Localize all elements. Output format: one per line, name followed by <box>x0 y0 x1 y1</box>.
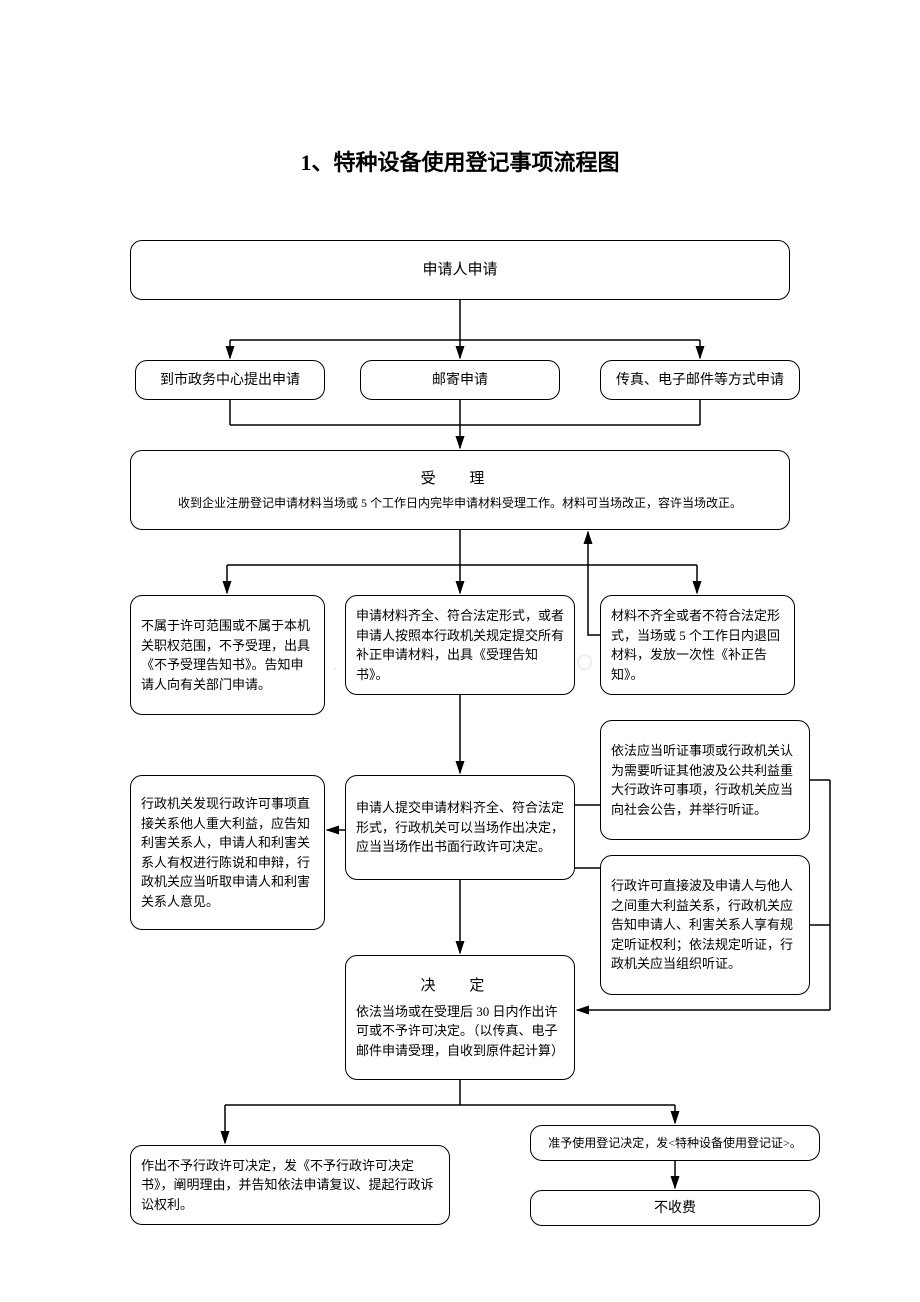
node-apply: 申请人申请 <box>130 240 790 300</box>
node-reject-scope: 不属于许可范围或不属于本机关职权范围，不予受理，出具《不予受理告知书》。告知申请… <box>130 595 325 715</box>
watermark-char: O <box>576 650 595 676</box>
node-apply-label: 申请人申请 <box>422 259 497 282</box>
watermark-char: . <box>332 650 340 676</box>
node-approve-label: 准予使用登记决定，发<特种设备使用登记证>。 <box>548 1134 802 1152</box>
node-method-fax-email-label: 传真、电子邮件等方式申请 <box>616 370 784 391</box>
node-method-inperson: 到市政务中心提出申请 <box>135 360 325 400</box>
node-incomplete-materials: 材料不齐全或者不符合法定形式，当场或 5 个工作日内退回材料，发放一次性《补正告… <box>600 595 795 695</box>
node-method-inperson-label: 到市政务中心提出申请 <box>160 370 300 391</box>
node-deny: 作出不予行政许可决定，发《不予行政许可决定书》，阐明理由，并告知依法申请复议、提… <box>130 1145 450 1225</box>
node-discover-interest-label: 行政机关发现行政许可事项直接关系他人重大利益，应告知利害关系人，申请人和利害关系… <box>141 794 314 911</box>
page-title: 1、特种设备使用登记事项流程图 <box>0 145 920 177</box>
node-accept-heading: 受 理 <box>141 468 779 491</box>
node-approve: 准予使用登记决定，发<特种设备使用登记证>。 <box>530 1125 820 1161</box>
node-method-mail-label: 邮寄申请 <box>432 370 488 391</box>
node-nofee-label: 不收费 <box>654 1198 696 1219</box>
node-submit-complete-label: 申请人提交申请材料齐全、符合法定形式，行政机关可以当场作出决定，应当当场作出书面… <box>356 798 564 857</box>
node-hearing-public: 依法应当听证事项或行政机关认为需要听证其他波及公共利益重大行政许可事项，行政机关… <box>600 720 810 840</box>
node-incomplete-materials-label: 材料不齐全或者不符合法定形式，当场或 5 个工作日内退回材料，发放一次性《补正告… <box>611 606 784 684</box>
node-method-fax-email: 传真、电子邮件等方式申请 <box>600 360 800 400</box>
node-method-mail: 邮寄申请 <box>360 360 560 400</box>
node-complete-materials: 申请材料齐全、符合法定形式，或者申请人按照本行政机关规定提交所有补正申请材料，出… <box>345 595 575 695</box>
node-decide-heading: 决 定 <box>356 975 564 998</box>
node-nofee: 不收费 <box>530 1190 820 1226</box>
node-submit-complete: 申请人提交申请材料齐全、符合法定形式，行政机关可以当场作出决定，应当当场作出书面… <box>345 775 575 880</box>
node-hearing-public-label: 依法应当听证事项或行政机关认为需要听证其他波及公共利益重大行政许可事项，行政机关… <box>611 741 799 819</box>
node-decide: 决 定 依法当场或在受理后 30 日内作出许可或不予许可决定。（以传真、电子邮件… <box>345 955 575 1080</box>
node-hearing-private: 行政许可直接波及申请人与他人之间重大利益关系，行政机关应告知申请人、利害关系人享… <box>600 855 810 995</box>
node-hearing-private-label: 行政许可直接波及申请人与他人之间重大利益关系，行政机关应告知申请人、利害关系人享… <box>611 876 799 974</box>
node-deny-label: 作出不予行政许可决定，发《不予行政许可决定书》，阐明理由，并告知依法申请复议、提… <box>141 1156 439 1215</box>
node-decide-body: 依法当场或在受理后 30 日内作出许可或不予许可决定。（以传真、电子邮件申请受理… <box>356 1002 564 1061</box>
node-complete-materials-label: 申请材料齐全、符合法定形式，或者申请人按照本行政机关规定提交所有补正申请材料，出… <box>356 606 564 684</box>
node-discover-interest: 行政机关发现行政许可事项直接关系他人重大利益，应告知利害关系人，申请人和利害关系… <box>130 775 325 930</box>
node-accept: 受 理 收到企业注册登记申请材料当场或 5 个工作日内完毕申请材料受理工作。材料… <box>130 450 790 530</box>
node-accept-body: 收到企业注册登记申请材料当场或 5 个工作日内完毕申请材料受理工作。材料可当场改… <box>141 494 779 512</box>
node-reject-scope-label: 不属于许可范围或不属于本机关职权范围，不予受理，出具《不予受理告知书》。告知申请… <box>141 616 314 694</box>
